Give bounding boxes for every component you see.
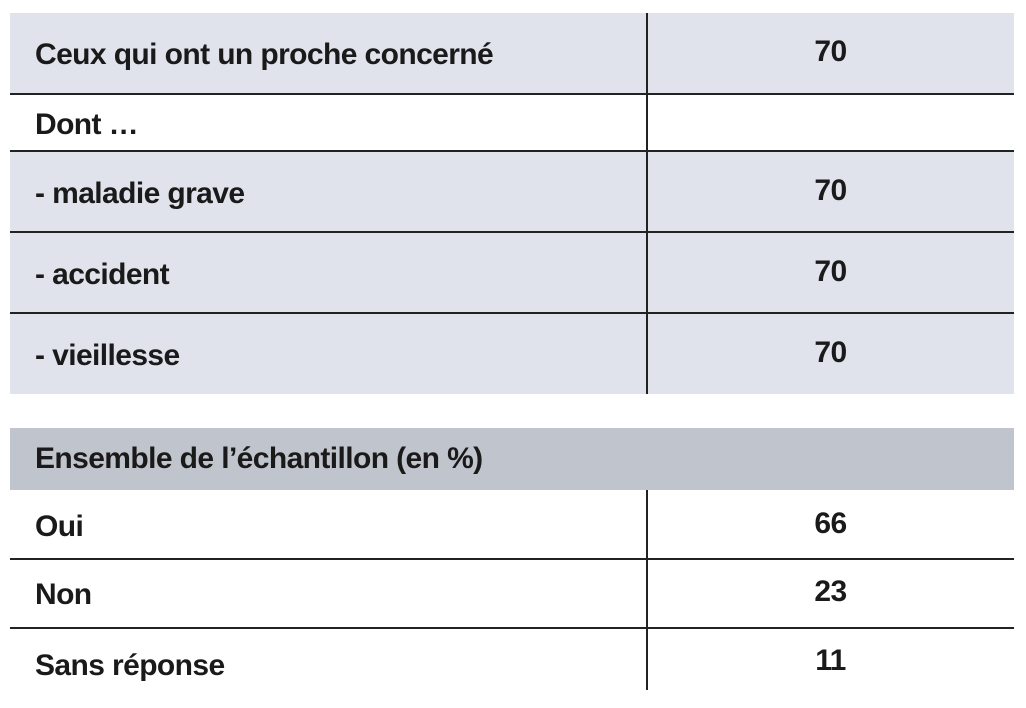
row-divider — [10, 93, 1014, 95]
table-row: - accident 70 — [10, 233, 1014, 313]
table-proche-concerne: Ceux qui ont un proche concerné 70 Dont … — [10, 13, 1014, 394]
row-value: 66 — [814, 507, 847, 540]
row-divider — [10, 558, 1014, 560]
row-value: 70 — [814, 35, 847, 68]
table-row: Dont … — [10, 95, 1014, 151]
table-row: Oui 66 — [10, 490, 1014, 558]
table-row: Sans réponse 11 — [10, 629, 1014, 690]
row-label: Ceux qui ont un proche concerné — [35, 38, 494, 71]
row-value: 70 — [814, 336, 847, 369]
row-label: Dont … — [35, 108, 139, 141]
header-label: Ensemble de l’échantillon (en %) — [35, 442, 483, 475]
row-label: - maladie grave — [35, 177, 245, 210]
row-divider — [10, 150, 1014, 152]
row-divider — [10, 627, 1014, 629]
row-label: - vieillesse — [35, 339, 180, 372]
row-divider — [10, 231, 1014, 233]
row-value: 11 — [815, 644, 846, 677]
table-ensemble: Ensemble de l’échantillon (en %) Oui 66 … — [10, 428, 1014, 690]
row-label: - accident — [35, 258, 170, 291]
row-value: 23 — [814, 575, 847, 608]
row-divider — [10, 312, 1014, 314]
column-divider — [646, 13, 648, 394]
row-label: Sans réponse — [35, 649, 225, 682]
table-row: - vieillesse 70 — [10, 314, 1014, 394]
row-label: Non — [35, 578, 92, 611]
row-label: Oui — [35, 510, 84, 543]
table-row: Non 23 — [10, 560, 1014, 627]
table-header: Ensemble de l’échantillon (en %) — [10, 428, 1014, 490]
table-row: - maladie grave 70 — [10, 152, 1014, 232]
row-value: 70 — [814, 174, 847, 207]
row-value: 70 — [814, 255, 847, 288]
table-row: Ceux qui ont un proche concerné 70 — [10, 13, 1014, 94]
column-divider — [646, 490, 648, 690]
